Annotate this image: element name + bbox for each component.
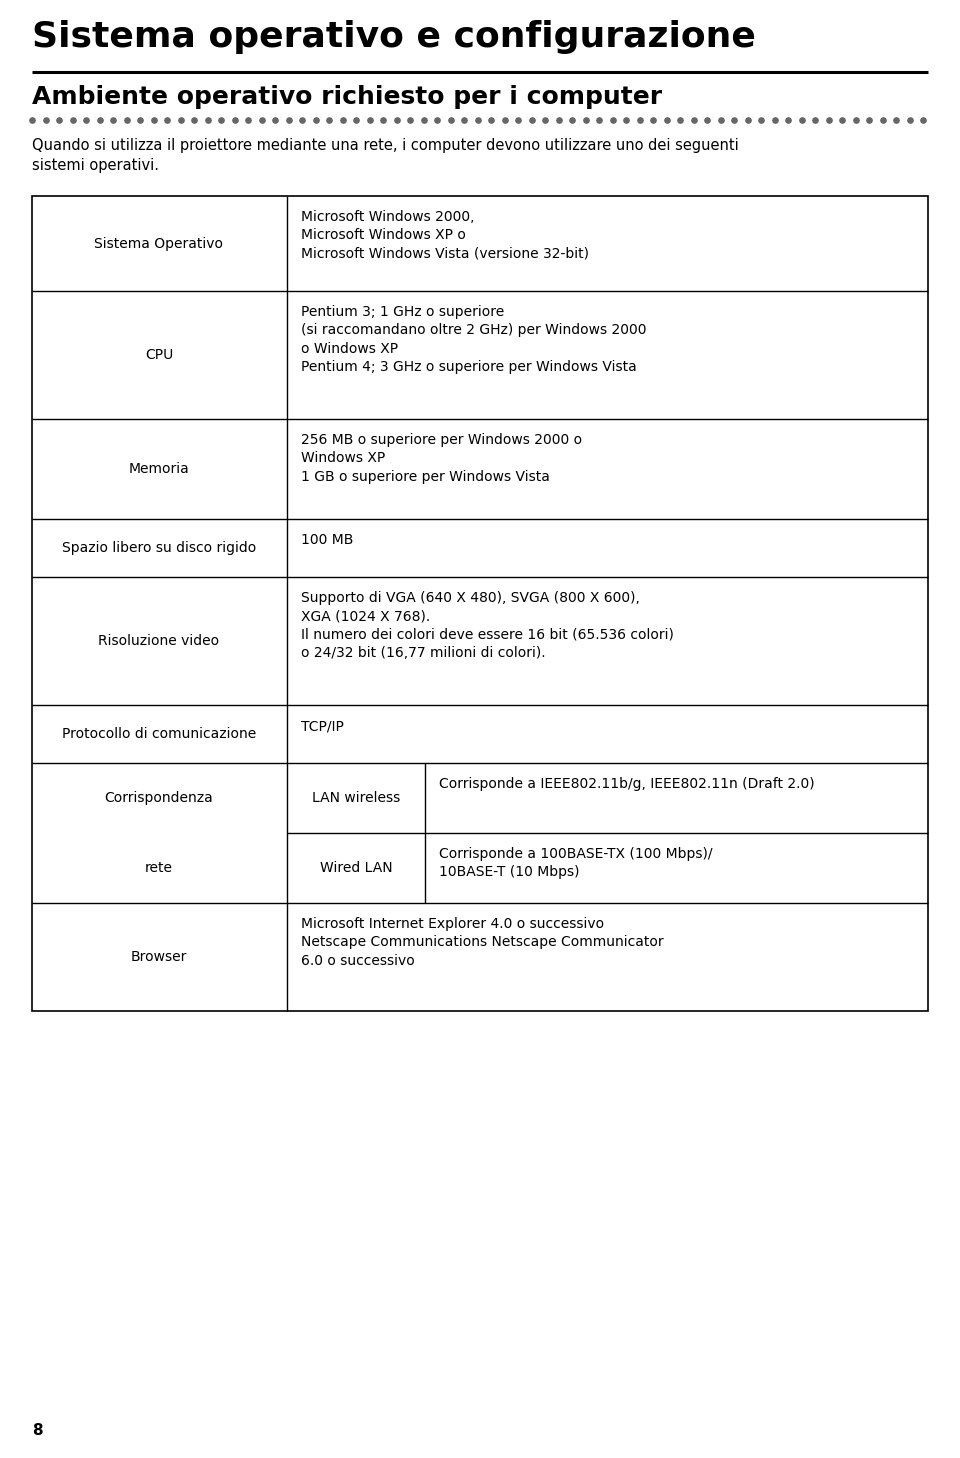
Text: Spazio libero su disco rigido: Spazio libero su disco rigido	[61, 541, 256, 555]
Text: Corrispondenza: Corrispondenza	[105, 792, 213, 805]
Text: Corrisponde a 100BASE-TX (100 Mbps)/
10BASE-T (10 Mbps): Corrisponde a 100BASE-TX (100 Mbps)/ 10B…	[439, 847, 712, 879]
Text: Supporto di VGA (640 X 480), SVGA (800 X 600),
XGA (1024 X 768).
Il numero dei c: Supporto di VGA (640 X 480), SVGA (800 X…	[301, 590, 674, 660]
Text: rete: rete	[145, 862, 173, 875]
Text: Memoria: Memoria	[129, 462, 189, 475]
Text: Wired LAN: Wired LAN	[320, 862, 393, 875]
Text: CPU: CPU	[145, 348, 173, 362]
Text: Sistema Operativo: Sistema Operativo	[94, 236, 224, 251]
Text: Protocollo di comunicazione: Protocollo di comunicazione	[61, 728, 256, 741]
Text: Microsoft Internet Explorer 4.0 o successivo
Netscape Communications Netscape Co: Microsoft Internet Explorer 4.0 o succes…	[301, 917, 663, 968]
Text: Risoluzione video: Risoluzione video	[99, 634, 220, 647]
Text: TCP/IP: TCP/IP	[301, 719, 344, 733]
Text: Ambiente operativo richiesto per i computer: Ambiente operativo richiesto per i compu…	[32, 85, 662, 109]
Text: Browser: Browser	[131, 951, 187, 964]
Text: Microsoft Windows 2000,
Microsoft Windows XP o
Microsoft Windows Vista (versione: Microsoft Windows 2000, Microsoft Window…	[301, 210, 589, 261]
Text: Quando si utilizza il proiettore mediante una rete, i computer devono utilizzare: Quando si utilizza il proiettore mediant…	[32, 139, 739, 174]
Text: 256 MB o superiore per Windows 2000 o
Windows XP
1 GB o superiore per Windows Vi: 256 MB o superiore per Windows 2000 o Wi…	[301, 433, 582, 484]
Text: Pentium 3; 1 GHz o superiore
(si raccomandano oltre 2 GHz) per Windows 2000
o Wi: Pentium 3; 1 GHz o superiore (si raccoma…	[301, 305, 646, 375]
Text: LAN wireless: LAN wireless	[312, 792, 400, 805]
Text: 8: 8	[32, 1423, 42, 1438]
Text: Sistema operativo e configurazione: Sistema operativo e configurazione	[32, 20, 756, 54]
Text: 100 MB: 100 MB	[301, 534, 353, 547]
Bar	[32, 195, 928, 1010]
Text: Corrisponde a IEEE802.11b/g, IEEE802.11n (Draft 2.0): Corrisponde a IEEE802.11b/g, IEEE802.11n…	[439, 777, 815, 792]
